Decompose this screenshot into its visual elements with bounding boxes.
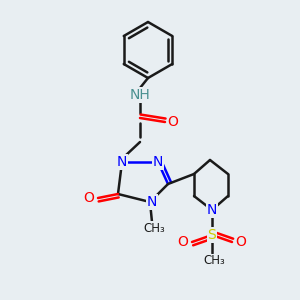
Text: O: O	[236, 235, 246, 249]
Text: N: N	[207, 203, 217, 217]
Text: N: N	[153, 155, 163, 169]
Text: O: O	[178, 235, 188, 249]
Text: CH₃: CH₃	[143, 221, 165, 235]
Text: S: S	[208, 228, 216, 242]
Text: NH: NH	[130, 88, 150, 102]
Text: O: O	[168, 115, 178, 129]
Text: N: N	[147, 195, 157, 209]
Text: N: N	[117, 155, 127, 169]
Text: CH₃: CH₃	[203, 254, 225, 268]
Text: O: O	[84, 191, 94, 205]
